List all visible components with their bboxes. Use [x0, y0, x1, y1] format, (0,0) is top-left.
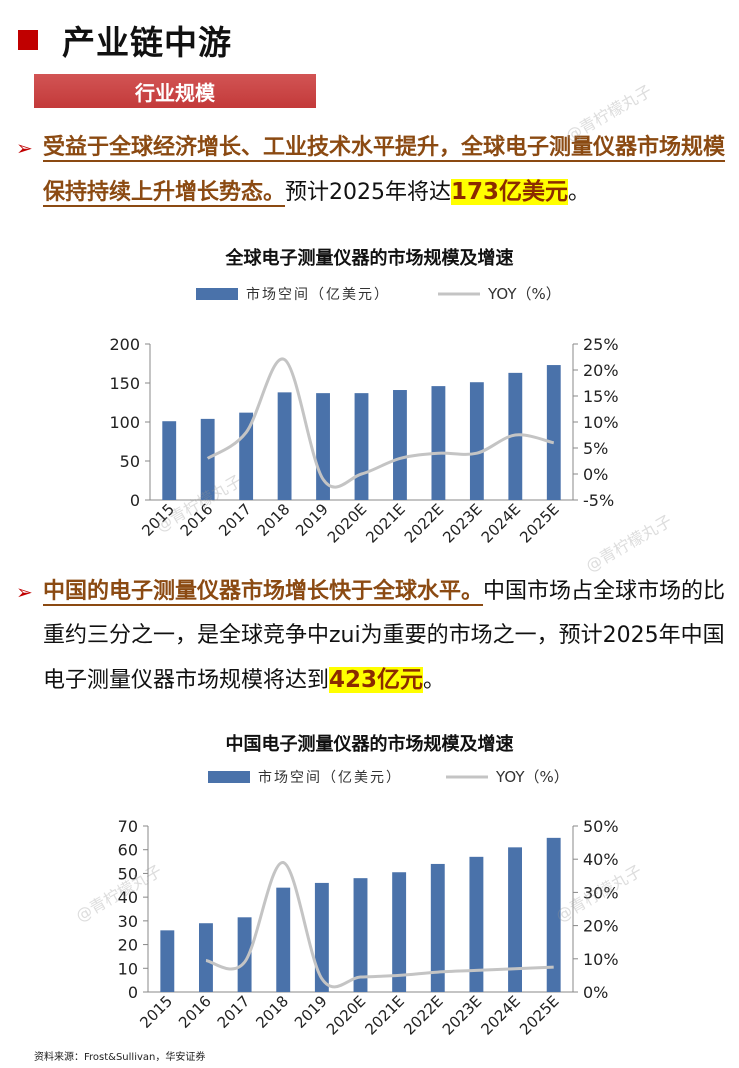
legend-label: YOY（%）	[487, 285, 561, 303]
y2-tick-label: 20%	[583, 917, 619, 936]
legend-label: 市场空间（亿美元）	[246, 286, 390, 303]
y2-tick-label: 15%	[583, 387, 619, 406]
bullet-global-text: 受益于全球经济增长、工业技术水平提升，全球电子测量仪器市场规模保持持续上升增长势…	[43, 126, 728, 215]
y2-tick-label: 25%	[583, 335, 619, 354]
bar-2025E	[546, 365, 561, 500]
y2-tick-label: 10%	[583, 950, 619, 969]
bar-2025E	[546, 837, 561, 992]
y-tick-label: 60	[118, 841, 138, 860]
y2-tick-label: 0%	[583, 983, 608, 1002]
x-tick-label: 2024E	[478, 500, 524, 546]
page-title: 产业链中游	[62, 23, 232, 62]
sub-title-banner: 行业规模	[34, 74, 316, 108]
bar-2021E	[392, 872, 407, 992]
bullet-china-normal: 中国市场占全球市场的比重约三分之一，是全球竞争中zui为重要的市场之一，预计20…	[43, 579, 726, 693]
y-tick-label: 10	[118, 959, 138, 978]
bar-2019	[314, 882, 329, 992]
x-tick-label: 2025E	[516, 992, 562, 1038]
y-tick-label: 20	[118, 936, 138, 955]
x-tick-label: 2023E	[439, 992, 485, 1038]
bar-2016	[200, 418, 215, 500]
y2-tick-label: 5%	[583, 439, 608, 458]
y-tick-label: 200	[109, 335, 140, 354]
bullet-china-highlight: 423亿元	[329, 667, 424, 693]
y-tick-label: 40	[118, 888, 138, 907]
bullet-china-bold: 中国的电子测量仪器市场增长快于全球水平。	[43, 579, 484, 604]
x-tick-label: 2021E	[362, 992, 408, 1038]
bar-2015	[162, 421, 177, 500]
x-tick-label: 2017	[215, 500, 255, 540]
x-tick-label: 2025E	[516, 500, 562, 546]
legend-bar-swatch	[208, 771, 250, 783]
bar-2021E	[393, 390, 407, 500]
y2-tick-label: 50%	[583, 817, 619, 836]
bullet-china-text: 中国的电子测量仪器市场增长快于全球水平。中国市场占全球市场的比重约三分之一，是全…	[43, 570, 728, 703]
bullet-global-highlight: 173亿美元	[451, 179, 569, 205]
y-tick-label: 70	[118, 817, 138, 836]
bar-2016	[199, 923, 213, 992]
chart2-svg: 市场空间（亿美元） YOY（%） 0 10 20 30 40 50 60 70 0% 10% 20% 30…	[118, 768, 619, 1039]
x-tick-label: 2020E	[323, 992, 369, 1038]
y-tick-label: 50	[118, 864, 138, 883]
bar-2020E	[354, 393, 369, 500]
bar-2015	[160, 930, 175, 992]
y2-tick-label: -5%	[583, 491, 614, 510]
bullet-global-bold: 受益于全球经济增长、工业技术水平提升，全球电子测量仪器市场规模保持持续上升增长势…	[43, 135, 726, 205]
y2-tick-label: 40%	[583, 850, 619, 869]
chart2-title: 中国电子测量仪器的市场规模及增速	[225, 734, 514, 755]
bar-2024E	[508, 847, 522, 992]
y-tick-label: 100	[109, 413, 140, 432]
y2-tick-label: 30%	[583, 883, 619, 902]
x-tick-label: 2022E	[401, 500, 447, 546]
source-note: 资料来源：Frost&Sullivan，华安证券	[34, 1052, 206, 1063]
x-tick-label: 2020E	[324, 500, 370, 546]
x-tick-label: 2022E	[400, 992, 446, 1038]
y-tick-label: 150	[109, 374, 140, 393]
y-tick-label: 0	[130, 491, 140, 510]
x-tick-label: 2018	[254, 500, 294, 540]
x-tick-label: 2017	[214, 992, 254, 1032]
yoy-line	[205, 861, 554, 989]
bullet-china-end: 。	[423, 668, 446, 693]
y2-tick-label: 20%	[583, 361, 619, 380]
bar-2017	[237, 917, 252, 992]
chart1-title: 全球电子测量仪器的市场规模及增速	[225, 248, 514, 269]
bullet-global-end: 。	[568, 180, 591, 205]
y-tick-label: 50	[120, 452, 140, 471]
y-tick-label: 0	[128, 983, 138, 1002]
x-tick-label: 2016	[175, 992, 215, 1032]
chart1-svg: 市场空间（亿美元） YOY（%） 0 50 100 150 200 -5% 0% 5% 10% 15%…	[109, 285, 619, 547]
section-header: 产业链中游	[18, 18, 232, 62]
bullet-global-normal: 预计2025年将达	[285, 180, 452, 205]
legend-label: 市场空间（亿美元）	[258, 769, 402, 786]
arrow-bullet-icon: ➢	[16, 580, 33, 604]
legend-label: YOY（%）	[495, 768, 569, 786]
x-tick-label: 2015	[136, 992, 176, 1032]
section-marker-icon	[18, 30, 38, 50]
bar-2022E	[430, 863, 445, 992]
y-tick-label: 30	[118, 912, 138, 931]
x-tick-label: 2023E	[439, 500, 485, 546]
bar-2018	[276, 887, 291, 992]
yoy-line	[206, 357, 555, 489]
bullet-global: ➢ 受益于全球经济增长、工业技术水平提升，全球电子测量仪器市场规模保持持续上升增…	[16, 126, 728, 215]
y2-tick-label: 10%	[583, 413, 619, 432]
bar-2023E	[469, 382, 484, 500]
bullet-china: ➢ 中国的电子测量仪器市场增长快于全球水平。中国市场占全球市场的比重约三分之一，…	[16, 570, 728, 703]
x-tick-label: 2021E	[362, 500, 408, 546]
x-tick-label: 2024E	[477, 992, 523, 1038]
arrow-bullet-icon: ➢	[16, 136, 33, 160]
bar-2023E	[469, 856, 484, 992]
bar-2022E	[431, 386, 446, 500]
bar-2020E	[353, 878, 368, 992]
y2-tick-label: 0%	[583, 465, 608, 484]
legend-bar-swatch	[196, 288, 238, 300]
bar-2018	[277, 392, 292, 500]
x-tick-label: 2018	[252, 992, 292, 1032]
